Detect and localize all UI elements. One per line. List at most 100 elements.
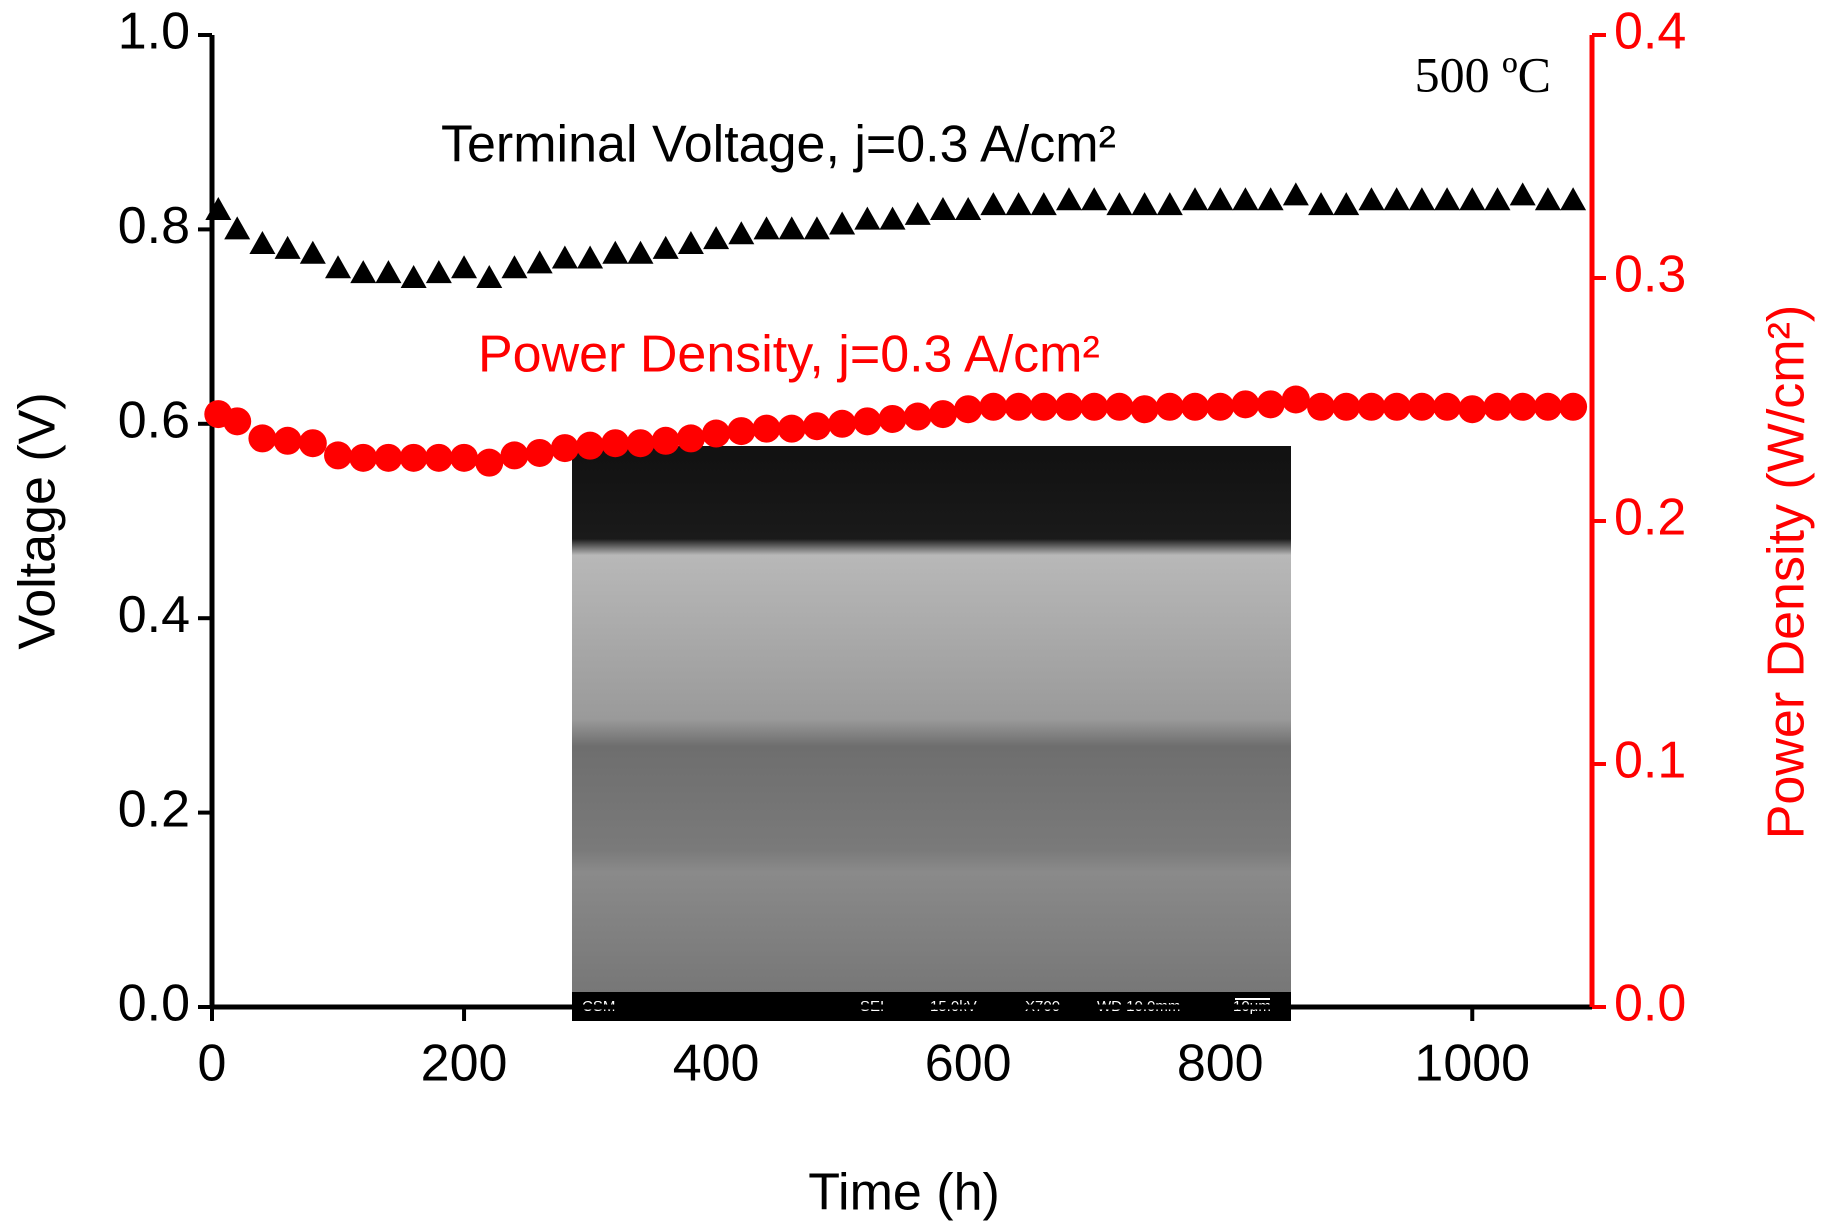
triangle-marker	[1156, 192, 1183, 216]
sem-image	[572, 446, 1291, 992]
circle-marker	[450, 443, 479, 472]
triangle-marker	[526, 250, 553, 274]
circle-marker	[954, 395, 983, 424]
triangle-marker	[904, 201, 931, 225]
circle-marker	[399, 443, 428, 472]
circle-marker	[1508, 392, 1537, 421]
annotation: Terminal Voltage, j=0.3 A/cm²	[441, 116, 1116, 174]
y2-tick-label: 0.3	[1614, 246, 1686, 304]
circle-marker	[1130, 395, 1159, 424]
sem-inset: CSMSEI15.0kVX700WD 10.0mm10μm	[572, 446, 1291, 1021]
triangle-marker	[1131, 192, 1158, 216]
circle-marker	[651, 426, 680, 455]
circle-marker	[702, 419, 731, 448]
circle-marker	[1231, 390, 1260, 419]
circle-marker	[676, 424, 705, 453]
triangle-marker	[1358, 187, 1385, 211]
triangle-marker	[854, 206, 881, 230]
circle-marker	[1458, 395, 1487, 424]
circle-marker	[1054, 392, 1083, 421]
x-tick-label: 800	[1177, 1035, 1264, 1093]
circle-marker	[878, 404, 907, 433]
y-tick-label: 1.0	[118, 3, 190, 61]
y2-tick-label: 0.4	[1614, 3, 1686, 61]
triangle-marker	[1182, 187, 1209, 211]
triangle-marker	[400, 265, 427, 288]
triangle-marker	[375, 260, 402, 284]
circle-marker	[298, 429, 327, 458]
circle-marker	[1029, 392, 1058, 421]
triangle-marker	[1282, 182, 1309, 206]
y2-axis-title: Power Density (W/cm²)	[1758, 305, 1816, 839]
circle-marker	[903, 402, 932, 431]
triangle-marker	[652, 235, 679, 259]
circle-marker	[752, 414, 781, 443]
triangle-marker	[224, 216, 251, 240]
triangle-marker	[1383, 187, 1410, 211]
circle-marker	[1206, 392, 1235, 421]
circle-marker	[601, 429, 630, 458]
circle-marker	[248, 424, 277, 453]
circle-marker	[273, 426, 302, 455]
y-tick-label: 0.2	[118, 780, 190, 838]
circle-marker	[979, 392, 1008, 421]
x-tick-label: 0	[198, 1035, 227, 1093]
triangle-marker	[703, 226, 730, 250]
triangle-marker	[753, 216, 780, 240]
x-axis-title: Time (h)	[808, 1164, 1000, 1222]
circle-marker	[802, 412, 831, 441]
triangle-marker	[577, 245, 604, 269]
triangle-marker	[1232, 187, 1259, 211]
triangle-marker	[205, 196, 232, 220]
circle-marker	[1281, 385, 1310, 414]
annotation: 500 ºC	[1415, 46, 1551, 102]
triangle-marker	[350, 260, 377, 284]
triangle-marker	[249, 230, 276, 254]
triangle-marker	[1333, 192, 1360, 216]
circle-marker	[475, 448, 504, 477]
x-tick-label: 400	[673, 1035, 760, 1093]
circle-marker	[1181, 392, 1210, 421]
triangle-marker	[1005, 192, 1032, 216]
triangle-marker	[425, 260, 452, 284]
triangle-marker	[728, 221, 755, 245]
y2-tick-label: 0.2	[1614, 489, 1686, 547]
y-tick-label: 0.0	[118, 975, 190, 1033]
y-tick-label: 0.6	[118, 392, 190, 450]
circle-marker	[374, 443, 403, 472]
triangle-marker	[778, 216, 805, 240]
triangle-marker	[602, 240, 629, 264]
x-tick-label: 200	[421, 1035, 508, 1093]
circle-marker	[424, 443, 453, 472]
triangle-marker	[551, 245, 578, 269]
circle-marker	[828, 409, 857, 438]
circle-marker	[1004, 392, 1033, 421]
triangle-marker	[829, 211, 856, 235]
circle-marker	[1483, 392, 1512, 421]
y-axis-title: Voltage (V)	[9, 392, 67, 649]
triangle-marker	[955, 196, 982, 220]
triangle-marker	[1207, 187, 1234, 211]
triangle-marker	[1030, 192, 1057, 216]
circle-marker	[500, 441, 529, 470]
circle-marker	[777, 414, 806, 443]
triangle-marker	[274, 235, 301, 259]
triangle-marker	[1434, 187, 1461, 211]
circle-marker	[1332, 392, 1361, 421]
circle-marker	[1382, 392, 1411, 421]
circle-marker	[1559, 392, 1588, 421]
circle-marker	[1357, 392, 1386, 421]
circle-marker	[1407, 392, 1436, 421]
triangle-marker	[1534, 187, 1561, 211]
circle-marker	[576, 431, 605, 460]
circle-marker	[727, 417, 756, 446]
triangle-marker	[1509, 182, 1536, 206]
triangle-marker	[879, 206, 906, 230]
x-tick-label: 600	[925, 1035, 1012, 1093]
triangle-marker	[1308, 192, 1335, 216]
triangle-marker	[1081, 187, 1108, 211]
triangle-marker	[299, 240, 326, 264]
x-tick-label: 1000	[1414, 1035, 1530, 1093]
